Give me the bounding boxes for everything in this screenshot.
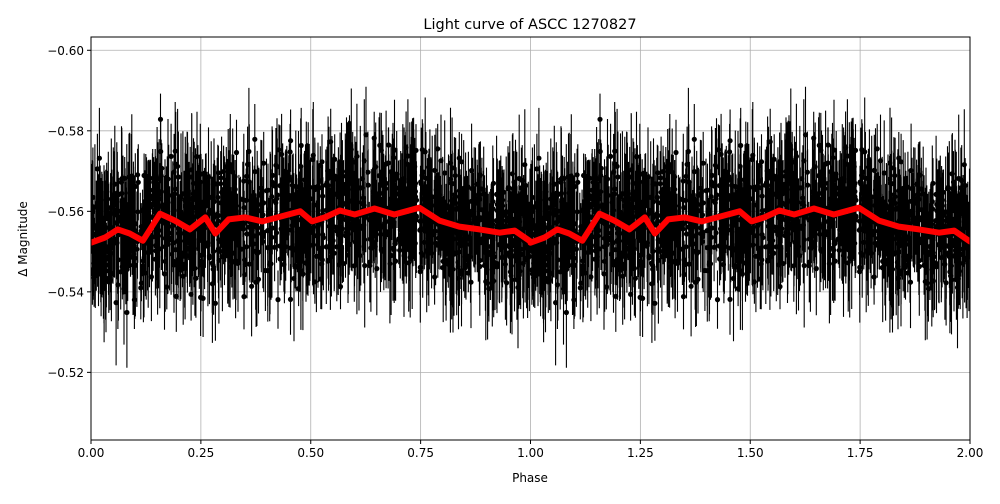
x-tick-label: 1.25 — [627, 446, 654, 460]
y-axis-label: Δ Magnitude — [16, 201, 30, 277]
y-tick-label: −0.58 — [47, 124, 84, 138]
x-tick-label: 0.75 — [407, 446, 434, 460]
x-tick-label: 0.00 — [78, 446, 105, 460]
x-tick-label: 0.50 — [297, 446, 324, 460]
y-tick-label: −0.52 — [47, 366, 84, 380]
binned-model-curve — [91, 204, 970, 246]
y-tick-label: −0.56 — [47, 205, 84, 219]
x-tick-label: 1.00 — [517, 446, 544, 460]
x-axis: 0.00 0.25 0.50 0.75 1.00 1.25 1.50 1.75 2.00 — [78, 440, 984, 460]
x-tick-label: 1.75 — [847, 446, 874, 460]
chart-title: Light curve of ASCC 1270827 — [423, 17, 636, 33]
y-tick-label: −0.54 — [47, 285, 84, 299]
y-tick-label: −0.60 — [47, 44, 84, 58]
x-tick-label: 0.25 — [188, 446, 215, 460]
x-axis-label: Phase — [512, 471, 548, 485]
x-tick-label: 1.50 — [737, 446, 764, 460]
y-axis: −0.60 −0.58 −0.56 −0.54 −0.52 — [47, 44, 91, 380]
x-tick-label: 2.00 — [957, 446, 984, 460]
